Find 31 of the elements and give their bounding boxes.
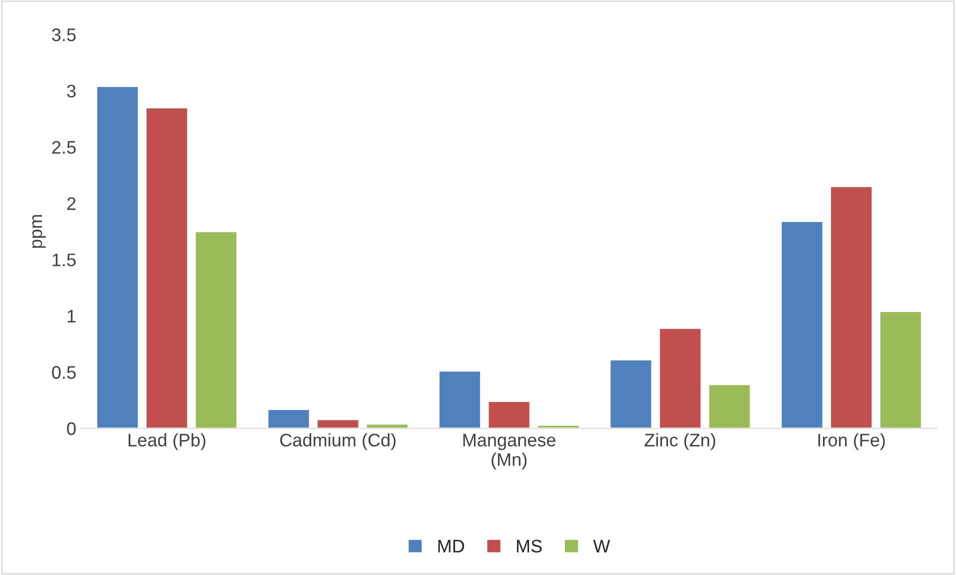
y-tick-label: 1.5 xyxy=(52,254,76,266)
bar xyxy=(438,370,482,428)
y-tick-label: 2.5 xyxy=(52,140,76,154)
x-tick-label: Zinc (Zn) xyxy=(644,433,716,450)
bar xyxy=(830,186,874,428)
y-axis-title: ppm xyxy=(32,215,46,248)
bar xyxy=(145,106,189,428)
bar xyxy=(708,384,752,428)
y-tick-label: 3 xyxy=(67,84,76,98)
bar xyxy=(609,359,653,428)
x-tick-label: Lead (Pb) xyxy=(128,433,206,450)
x-tick-label: Manganese (Mn) xyxy=(463,434,556,470)
y-tick-label: 1 xyxy=(68,310,76,322)
x-tick-label: Iron (Fe) xyxy=(818,433,885,450)
legend-label: W xyxy=(593,540,610,552)
y-tick-label: 0 xyxy=(67,422,76,436)
x-tick-label: Cadmium (Cd) xyxy=(280,433,396,450)
bar xyxy=(658,328,702,428)
bar xyxy=(266,408,310,428)
y-tick-label: 3.5 xyxy=(52,28,76,42)
bar xyxy=(194,230,238,428)
bar xyxy=(878,310,922,428)
bar xyxy=(316,418,360,428)
legend-label: MD xyxy=(438,540,464,552)
legend-label: MS xyxy=(516,540,542,553)
bar xyxy=(366,423,409,428)
y-tick-label: 0.5 xyxy=(52,366,76,379)
bar xyxy=(96,86,140,428)
bar xyxy=(780,220,824,428)
bar xyxy=(487,400,531,428)
y-tick-label: 2 xyxy=(67,197,76,210)
